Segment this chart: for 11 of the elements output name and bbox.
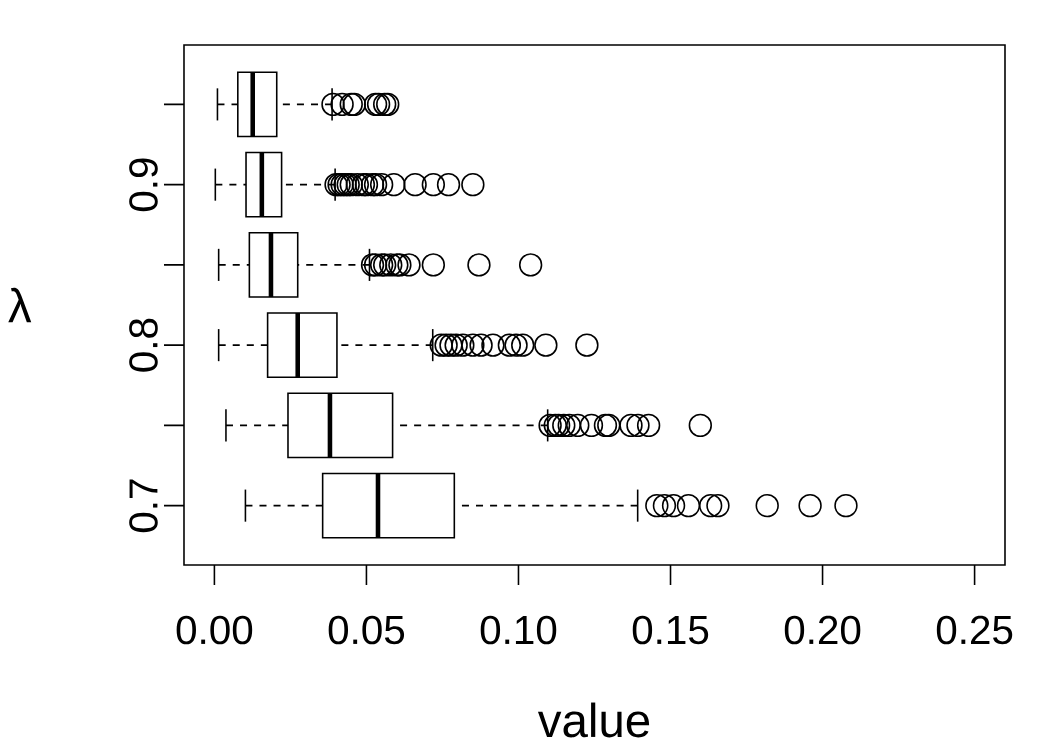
- x-tick-label: 0.25: [936, 615, 1013, 645]
- y-tick-label: 0.9: [129, 158, 158, 212]
- x-tick-label: 0.15: [632, 615, 709, 645]
- x-axis-title: value: [537, 702, 650, 738]
- x-tick-label: 0.05: [328, 615, 405, 645]
- y-tick-label: 0.8: [129, 318, 158, 372]
- y-axis-title: λ: [8, 287, 32, 323]
- x-tick-label: 0.20: [784, 615, 861, 645]
- y-tick-label: 0.7: [129, 479, 158, 533]
- x-tick-label: 0.10: [480, 615, 557, 645]
- x-tick-label: 0.00: [176, 615, 253, 645]
